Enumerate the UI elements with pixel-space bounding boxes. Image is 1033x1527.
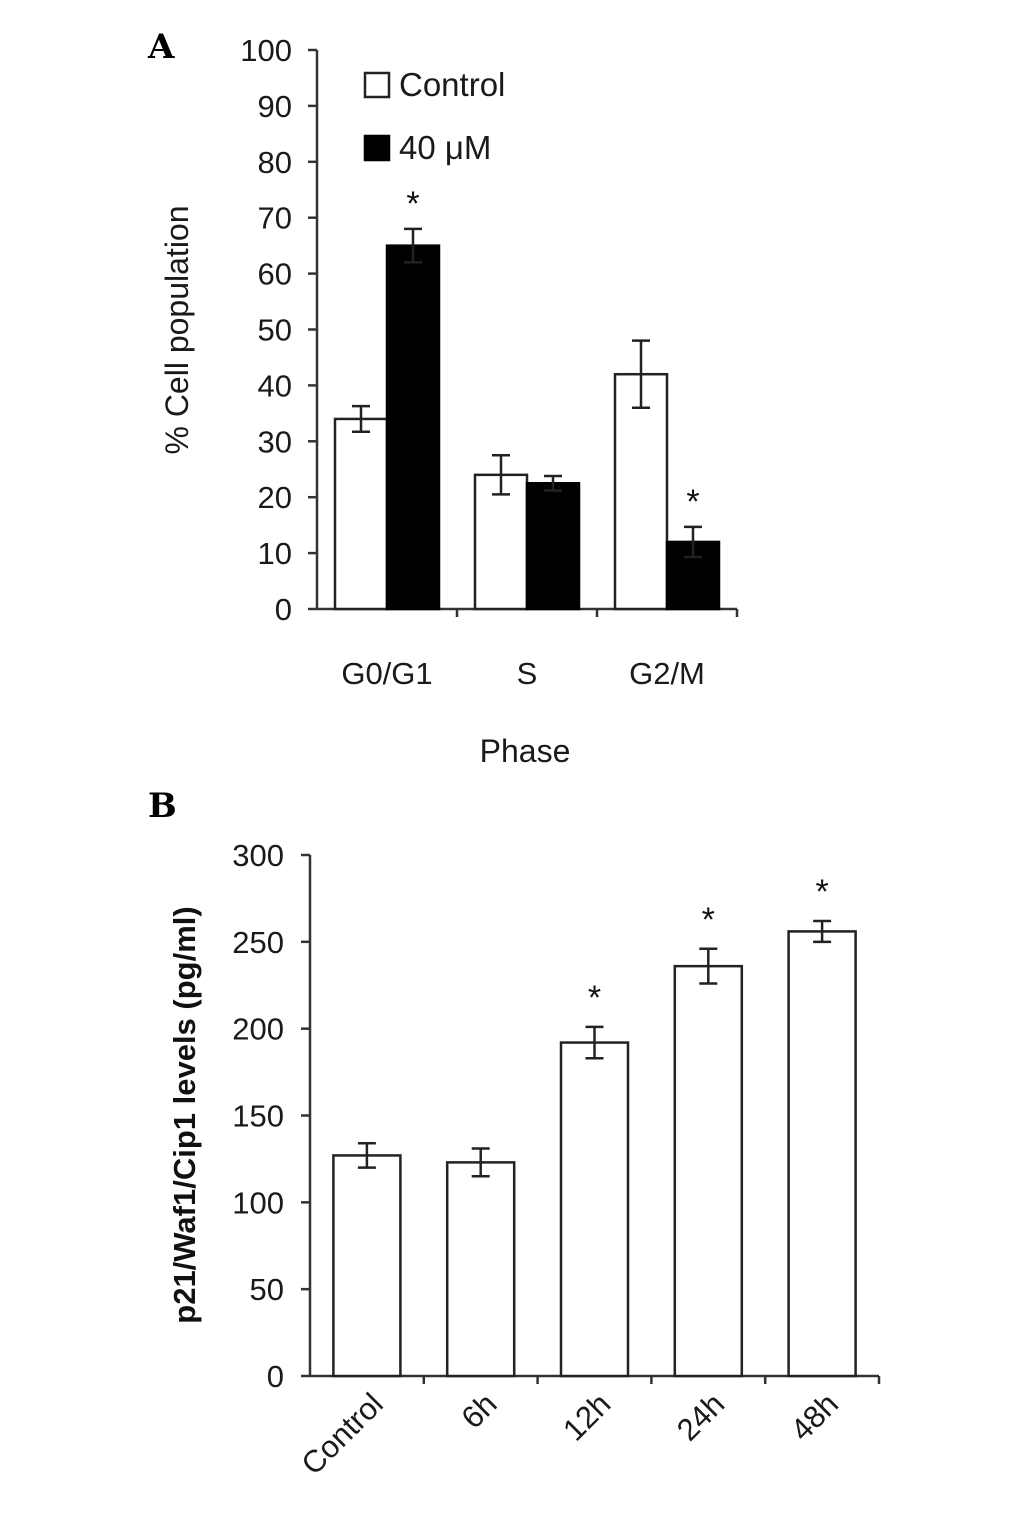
chart-a-bar-g0-g1-control [333,417,389,611]
legend-label-control: Control [399,66,505,103]
chart-b-error-bar [699,947,718,985]
chart-a-y-tick-label: 60 [258,257,292,292]
chart-b-error-bar [585,1025,604,1060]
chart-a-bar-s-40-m [525,481,581,611]
chart-a-y-axis-title: % Cell population [159,205,195,454]
chart-a-y-tick-label: 80 [258,145,292,180]
chart-a-y-tick-label: 40 [258,368,292,403]
chart-b-significance-marker: * [588,979,601,1017]
chart-a-bar-g2-m-control [613,372,669,611]
chart-a-significance-marker: * [686,483,699,521]
chart-b-bar-12h [559,1041,630,1378]
chart-a-bar-s-control [473,473,529,611]
chart-a-legend: Control 40 μM [363,66,505,166]
chart-a-x-tick-label: S [517,656,538,691]
legend-swatch-control [363,71,391,99]
chart-a-error-bar [352,404,370,434]
chart-a-cell-cycle: % Cell population Phase Control 40 μM 0 10… [159,33,739,769]
chart-b-x-tick-label: 48h [784,1386,845,1447]
chart-b-y-tick-label: 50 [250,1272,284,1307]
chart-a-bar-g0-g1-40-m [385,244,441,611]
chart-b-y-tick-label: 100 [232,1185,284,1220]
chart-a-x-axis-title: Phase [480,733,571,769]
chart-a-error-bar [404,227,422,264]
chart-a-x-tick-label: G0/G1 [341,656,432,691]
chart-a-significance-marker: * [406,185,419,223]
legend-label-40-m: 40 μM [399,129,491,166]
chart-b-x-tick-label: 6h [455,1386,504,1435]
chart-b-x-tick-label: 12h [556,1386,617,1447]
chart-b-x-tick-label: 24h [670,1386,731,1447]
chart-a-error-bar [632,339,650,410]
chart-b-error-bar [357,1142,376,1169]
chart-b-error-bar [813,919,832,944]
chart-b-bar-6h [445,1161,516,1378]
chart-a-y-tick-label: 70 [258,201,292,236]
chart-b-y-tick-label: 0 [267,1359,284,1394]
chart-a-error-bar [492,454,510,496]
chart-b-significance-marker: * [702,901,715,939]
chart-b-x-tick-label: Control [294,1386,389,1481]
chart-a-y-tick-label: 90 [258,89,292,124]
chart-b-y-axis-title: p21/Waf1/Cip1 levels (pg/ml) [167,906,202,1323]
chart-b-significance-marker: * [815,873,828,911]
chart-a-y-tick-label: 50 [258,313,292,348]
chart-a-y-tick-label: 0 [275,592,292,627]
chart-b-y-tick-label: 300 [232,838,284,873]
chart-a-error-bar [684,525,702,559]
legend-swatch-40-m [363,134,391,162]
chart-b-y-tick-label: 150 [232,1099,284,1134]
chart-b-bar-control [332,1154,402,1378]
chart-b-bar-24h [673,964,744,1378]
panel-b-label: B [148,786,177,826]
chart-b-error-bar [471,1147,490,1178]
chart-b-y-tick-label: 250 [232,925,284,960]
chart-a-y-tick-label: 30 [258,424,292,459]
chart-b-y-tick-label: 200 [232,1012,284,1047]
chart-a-y-tick-label: 20 [258,480,292,515]
chart-b-p21-levels: p21/Waf1/Cip1 levels (pg/ml) 0 50 100 150 20… [167,838,881,1482]
chart-a-x-tick-label: G2/M [629,656,705,691]
panel-a-label: A [147,27,175,67]
chart-a-y-tick-label: 10 [258,536,292,571]
chart-a-error-bar [544,474,562,492]
chart-b-bar-48h [787,930,857,1378]
chart-a-y-tick-label: 100 [240,33,292,68]
